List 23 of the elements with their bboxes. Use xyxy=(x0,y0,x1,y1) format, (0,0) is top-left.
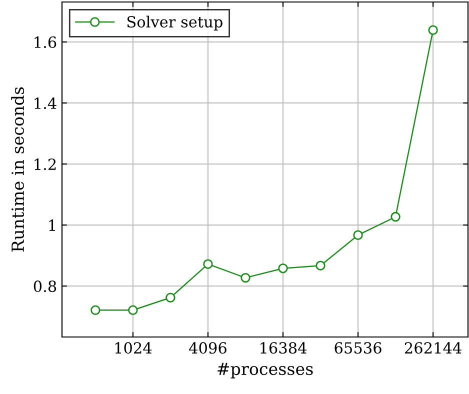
x-axis-title: #processes xyxy=(218,362,313,378)
y-tick-label: 1.2 xyxy=(34,158,56,170)
x-tick-label: 262144 xyxy=(404,342,462,354)
point xyxy=(390,212,400,222)
y-tick-label: 1 xyxy=(49,219,55,231)
point xyxy=(428,25,438,35)
point xyxy=(203,259,213,269)
point xyxy=(240,272,250,283)
y-tick-label: 1.4 xyxy=(34,97,56,110)
x-tick-label: 16384 xyxy=(260,342,307,354)
point xyxy=(278,263,288,274)
x-tick-label: 1024 xyxy=(115,342,152,354)
y-axis-title: Runtime in seconds xyxy=(11,87,24,252)
point xyxy=(316,260,326,270)
point xyxy=(353,230,363,240)
point xyxy=(128,305,138,316)
x-tick-label: 65536 xyxy=(334,342,382,354)
y-tick-label: 0.8 xyxy=(34,280,56,292)
x-tick-label: 4096 xyxy=(189,342,226,354)
legend-label: Solver setup xyxy=(127,16,222,31)
point xyxy=(90,305,100,316)
y-tick-label: 1.6 xyxy=(34,36,56,48)
point xyxy=(166,292,176,303)
